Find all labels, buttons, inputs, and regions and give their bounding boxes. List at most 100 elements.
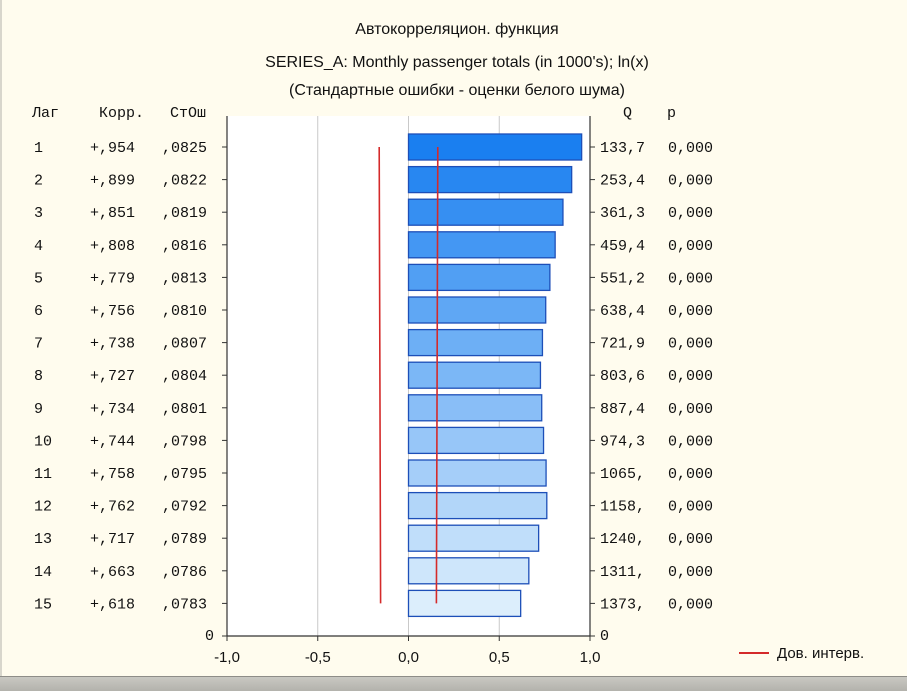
row-se: ,0813: [162, 270, 207, 287]
row-corr: +,618: [90, 596, 135, 613]
row-q: 551,2: [600, 270, 645, 287]
header-corr: Корр.: [99, 105, 144, 122]
row-se: ,0810: [162, 303, 207, 320]
corner-label-left: 0: [205, 628, 214, 645]
header-p: p: [667, 105, 676, 122]
acf-bar-lag-3: [407, 198, 564, 226]
row-corr: +,663: [90, 564, 135, 581]
row-corr: +,851: [90, 205, 135, 222]
row-p: 0,000: [668, 466, 713, 483]
row-p: 0,000: [668, 205, 713, 222]
header-lag: Лаг: [31, 105, 59, 122]
row-se: ,0783: [162, 596, 207, 613]
row-lag: 9: [34, 401, 43, 418]
row-q: 974,3: [600, 433, 645, 450]
row-lag: 5: [34, 270, 43, 287]
row-q: 1311,: [600, 564, 645, 581]
acf-bar-lag-13: [407, 524, 540, 552]
row-lag: 10: [34, 433, 52, 450]
row-lag: 13: [34, 531, 52, 548]
row-lag: 6: [34, 303, 43, 320]
acf-chart: Автокорреляцион. функция SERIES_A: Month…: [31, 21, 864, 666]
chart-subtitle-2: (Стандартные ошибки - оценки белого шума…: [289, 82, 625, 99]
row-lag: 2: [34, 173, 43, 190]
acf-bar-lag-6: [407, 296, 547, 324]
row-corr: +,756: [90, 303, 135, 320]
row-corr: +,738: [90, 336, 135, 353]
confidence-interval: [378, 146, 439, 604]
row-q: 133,7: [600, 140, 645, 157]
row-corr: +,762: [90, 499, 135, 516]
row-corr: +,717: [90, 531, 135, 548]
row-p: 0,000: [668, 270, 713, 287]
row-lag: 1: [34, 140, 43, 157]
row-p: 0,000: [668, 238, 713, 255]
header-q: Q: [623, 105, 632, 122]
acf-bar-lag-12: [407, 491, 548, 520]
row-p: 0,000: [668, 140, 713, 157]
ci-lower-line: [378, 146, 382, 604]
row-lag: 11: [34, 466, 52, 483]
row-lag: 12: [34, 499, 52, 516]
row-labels: 1 +,954 ,0825 133,7 0,000 2 +,899 ,0822 253,4 0,0…: [34, 140, 713, 613]
row-p: 0,000: [668, 173, 713, 190]
x-tick-label: 0,0: [398, 649, 419, 666]
x-tick-labels: -1,0 -0,5 0,0 0,5 1,0: [214, 649, 600, 666]
acf-bar-lag-2: [407, 165, 573, 194]
row-se: ,0807: [162, 336, 207, 353]
acf-bar-lag-10: [407, 426, 545, 455]
row-se: ,0816: [162, 238, 207, 255]
acf-bar-lag-14: [407, 557, 530, 585]
row-p: 0,000: [668, 336, 713, 353]
row-se: ,0804: [162, 368, 207, 385]
row-p: 0,000: [668, 433, 713, 450]
row-lag: 4: [34, 238, 43, 255]
row-lag: 15: [34, 596, 52, 613]
row-p: 0,000: [668, 368, 713, 385]
row-se: ,0819: [162, 205, 207, 222]
legend-label: Дов. интерв.: [777, 645, 864, 662]
header-se: СтОш: [170, 105, 206, 122]
row-p: 0,000: [668, 531, 713, 548]
chart-window: Автокорреляцион. функция SERIES_A: Month…: [0, 0, 865, 676]
row-lag: 7: [34, 336, 43, 353]
row-corr: +,899: [90, 173, 135, 190]
row-se: ,0798: [162, 433, 207, 450]
acf-bar-lag-5: [407, 263, 551, 292]
acf-bar-lag-4: [407, 231, 556, 259]
row-q: 1373,: [600, 596, 645, 613]
row-p: 0,000: [668, 564, 713, 581]
bottom-toolbar[interactable]: [0, 676, 907, 691]
row-lag: 3: [34, 205, 43, 222]
row-se: ,0795: [162, 466, 207, 483]
ci-upper-line: [435, 146, 439, 604]
row-q: 638,4: [600, 303, 645, 320]
chart-title: Автокорреляцион. функция: [355, 21, 558, 38]
chart-subtitle: SERIES_A: Monthly passenger totals (in 1…: [265, 54, 649, 71]
row-p: 0,000: [668, 499, 713, 516]
row-se: ,0789: [162, 531, 207, 548]
x-tick-label: -0,5: [305, 649, 331, 666]
row-se: ,0801: [162, 401, 207, 418]
row-q: 1158,: [600, 499, 645, 516]
row-se: ,0822: [162, 173, 207, 190]
acf-bar-lag-8: [407, 361, 542, 389]
row-se: ,0825: [162, 140, 207, 157]
acf-bar-lag-1: [407, 133, 583, 161]
x-tick-label: -1,0: [214, 649, 240, 666]
row-q: 253,4: [600, 173, 645, 190]
x-tick-label: 1,0: [580, 649, 601, 666]
acf-bar-lag-15: [407, 589, 522, 618]
row-q: 803,6: [600, 368, 645, 385]
row-corr: +,808: [90, 238, 135, 255]
row-lag: 8: [34, 368, 43, 385]
row-corr: +,734: [90, 401, 135, 418]
row-q: 361,3: [600, 205, 645, 222]
x-tick-label: 0,5: [489, 649, 510, 666]
acf-bar-lag-9: [407, 394, 543, 422]
row-corr: +,779: [90, 270, 135, 287]
row-se: ,0792: [162, 499, 207, 516]
row-corr: +,727: [90, 368, 135, 385]
axes: [222, 116, 595, 641]
row-corr: +,758: [90, 466, 135, 483]
